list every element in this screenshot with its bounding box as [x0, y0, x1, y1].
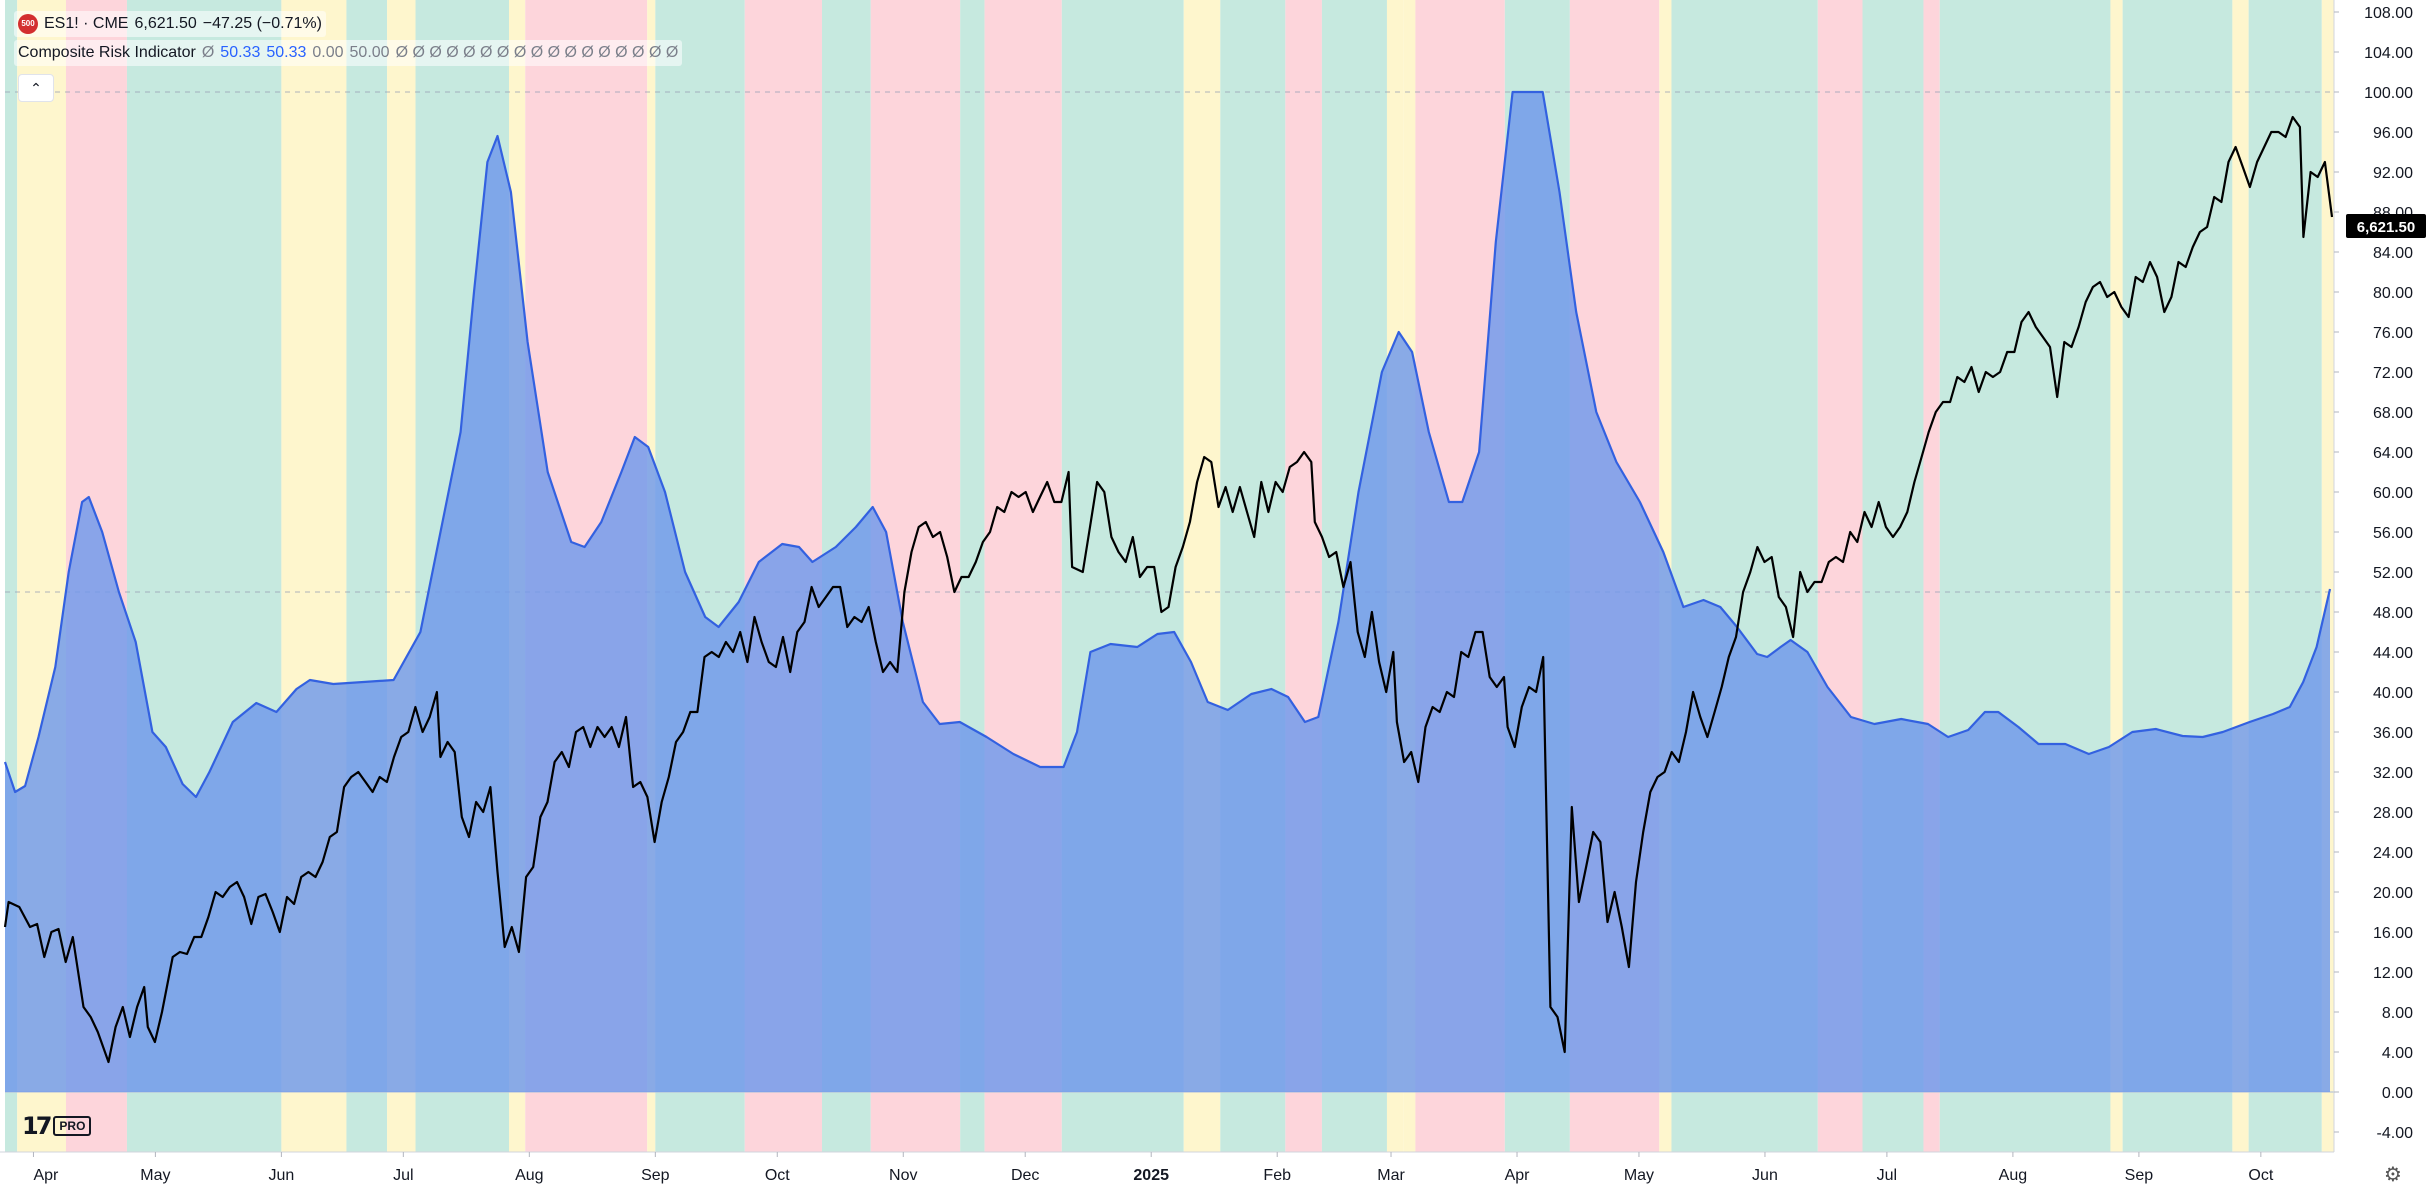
y-tick-label: 100.00 [2364, 85, 2413, 102]
tradingview-logo[interactable]: 17 PRO [22, 1112, 92, 1140]
y-tick-label: 76.00 [2373, 325, 2413, 342]
y-tick-label: 20.00 [2373, 885, 2413, 902]
y-tick-label: 96.00 [2373, 125, 2413, 142]
x-tick-label: Sep [641, 1167, 670, 1184]
y-tick-label: 60.00 [2373, 485, 2413, 502]
x-tick-label: 2025 [1133, 1167, 1169, 1184]
y-axis-panel [2334, 0, 2427, 1196]
legend-collapse-button[interactable]: ⌃ [18, 74, 54, 102]
chart-settings-button[interactable]: ⚙ [2381, 1162, 2405, 1186]
y-tick-label: 92.00 [2373, 165, 2413, 182]
x-tick-label: Jun [1752, 1167, 1778, 1184]
y-tick-label: 40.00 [2373, 685, 2413, 702]
y-tick-label: 4.00 [2382, 1045, 2413, 1062]
y-tick-label: 104.00 [2364, 45, 2413, 62]
price-line-group [3, 115, 2334, 1064]
x-tick-label: Oct [2248, 1167, 2273, 1184]
x-axis: Apr May Jun Jul Aug Sep Oct Nov Dec 2025 Feb Mar Apr… [32, 1152, 2274, 1184]
y-tick-label: 32.00 [2373, 765, 2413, 782]
y-tick-label: 68.00 [2373, 405, 2413, 422]
indicator-value: Ø Ø Ø Ø Ø Ø Ø Ø Ø Ø Ø Ø Ø Ø Ø Ø Ø [395, 44, 679, 61]
x-tick-label: Apr [33, 1167, 59, 1184]
x-axis-panel [0, 1152, 2427, 1196]
y-tick-label: 28.00 [2373, 805, 2413, 822]
x-tick-label: Sep [2125, 1167, 2154, 1184]
y-tick-label: 8.00 [2382, 1005, 2413, 1022]
indicator-fill [5, 92, 2330, 1092]
x-tick-label: Nov [889, 1167, 917, 1184]
y-tick-label: 80.00 [2373, 285, 2413, 302]
y-tick-label: 48.00 [2373, 605, 2413, 622]
x-tick-label: Jul [1877, 1167, 1897, 1184]
y-tick-label: 52.00 [2373, 565, 2413, 582]
price-label: 6,621.50 [2357, 219, 2415, 236]
indicator-area [3, 90, 2332, 1092]
symbol-name[interactable]: ES1! · CME [44, 15, 129, 32]
y-tick-label: 56.00 [2373, 525, 2413, 542]
indicator-value: 0.00 [312, 44, 344, 61]
y-axis: 108.00104.00100.0096.0092.0088.0084.0080… [2334, 5, 2413, 1142]
x-tick-label: Feb [1263, 1167, 1291, 1184]
symbol-legend: 500 ES1! · CME 6,621.50 −47.25 (−0.71%) [14, 9, 326, 37]
indicator-value: 50.33 [220, 44, 261, 61]
pro-badge: PRO [53, 1116, 92, 1136]
price-label-group: 6,621.50 [2346, 214, 2426, 238]
y-tick-label: 12.00 [2373, 965, 2413, 982]
price-label-bg [2346, 214, 2426, 238]
x-tick-label: Jun [268, 1167, 294, 1184]
y-tick-label: 84.00 [2373, 245, 2413, 262]
indicator-line [3, 90, 2332, 799]
tv-logo-mark: 17 [22, 1112, 52, 1140]
indicator-value: 50.33 [266, 44, 307, 61]
x-tick-label: Oct [765, 1167, 790, 1184]
price-line [3, 115, 2334, 1064]
x-tick-label: Jul [393, 1167, 413, 1184]
indicator-value: Ø [201, 44, 215, 61]
indicator-value: 50.00 [349, 44, 390, 61]
gear-icon: ⚙ [2384, 1163, 2402, 1186]
x-tick-label: Mar [1377, 1167, 1405, 1184]
symbol-badge-icon: 500 [18, 14, 38, 34]
y-tick-label: 16.00 [2373, 925, 2413, 942]
symbol-price: 6,621.50 [134, 15, 197, 32]
x-tick-label: Aug [515, 1167, 543, 1184]
y-tick-label: 36.00 [2373, 725, 2413, 742]
x-tick-label: May [140, 1167, 170, 1184]
symbol-change: −47.25 (−0.71%) [202, 15, 322, 32]
x-tick-label: Aug [1999, 1167, 2027, 1184]
y-tick-label: 0.00 [2382, 1085, 2413, 1102]
y-tick-label: 108.00 [2364, 5, 2413, 22]
y-tick-label: 72.00 [2373, 365, 2413, 382]
indicator-name[interactable]: Composite Risk Indicator [18, 44, 196, 61]
x-tick-label: Apr [1505, 1167, 1531, 1184]
y-tick-label: 64.00 [2373, 445, 2413, 462]
x-tick-label: May [1624, 1167, 1654, 1184]
y-tick-label: 24.00 [2373, 845, 2413, 862]
chevron-up-icon: ⌃ [30, 79, 42, 96]
y-tick-label: -4.00 [2377, 1125, 2414, 1142]
x-tick-label: Dec [1011, 1167, 1039, 1184]
y-tick-label: 44.00 [2373, 645, 2413, 662]
indicator-legend: Composite Risk Indicator Ø 50.33 50.33 0.00… [14, 40, 683, 66]
